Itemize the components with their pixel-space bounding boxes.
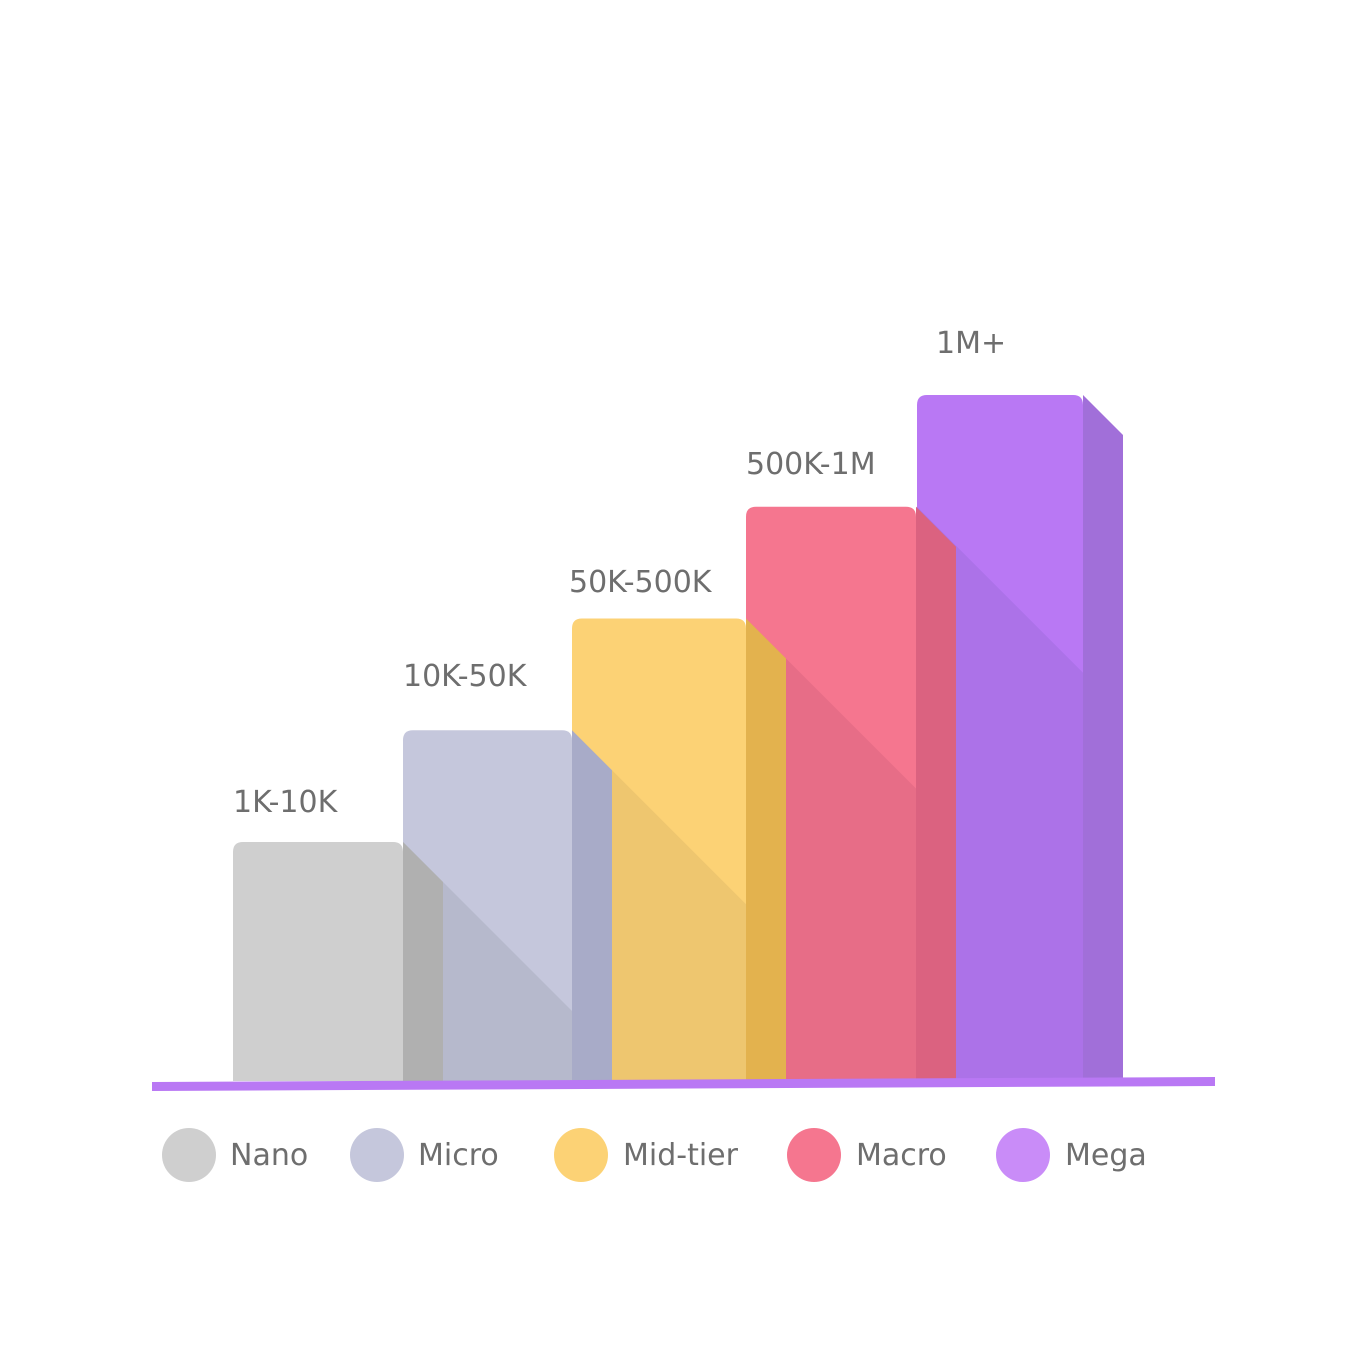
bar-shade bbox=[917, 506, 1083, 1081]
bar-side-overlay bbox=[916, 506, 956, 1081]
bar-side-overlay bbox=[572, 730, 612, 1081]
legend-swatch bbox=[162, 1128, 216, 1182]
legend-item-nano: Nano bbox=[162, 1128, 308, 1182]
bar-side-overlay bbox=[746, 618, 786, 1081]
legend-swatch bbox=[350, 1128, 404, 1182]
bar-side-overlay bbox=[403, 842, 443, 1081]
legend-item-mid-tier: Mid-tier bbox=[554, 1128, 739, 1182]
bar-label: 50K-500K bbox=[569, 565, 713, 600]
legend-label: Nano bbox=[230, 1138, 308, 1173]
bar-front bbox=[233, 842, 403, 1081]
legend-label: Mega bbox=[1065, 1138, 1147, 1173]
legend-label: Macro bbox=[856, 1138, 947, 1173]
bar-label: 1M+ bbox=[936, 326, 1006, 361]
legend-label: Mid-tier bbox=[623, 1138, 739, 1173]
bars bbox=[233, 395, 1123, 1081]
legend-label: Micro bbox=[418, 1138, 499, 1173]
legend-item-mega: Mega bbox=[996, 1128, 1147, 1182]
bar-mega bbox=[917, 395, 1123, 1081]
bar-shade bbox=[746, 618, 916, 1081]
legend-item-macro: Macro bbox=[787, 1128, 947, 1182]
bar-labels: 1K-10K 10K-50K 50K-500K 500K-1M 1M+ bbox=[233, 326, 1006, 820]
legend-item-micro: Micro bbox=[350, 1128, 499, 1182]
bar-label: 10K-50K bbox=[403, 659, 528, 694]
bar-label: 500K-1M bbox=[746, 447, 876, 482]
bar-side bbox=[1083, 395, 1123, 1081]
bar-label: 1K-10K bbox=[233, 785, 339, 820]
legend: Nano Micro Mid-tier Macro Mega bbox=[162, 1128, 1147, 1182]
bar-shade bbox=[572, 730, 746, 1081]
legend-swatch bbox=[787, 1128, 841, 1182]
legend-swatch bbox=[554, 1128, 608, 1182]
bar-shade bbox=[403, 842, 572, 1081]
x-axis-baseline bbox=[152, 1077, 1215, 1091]
legend-swatch bbox=[996, 1128, 1050, 1182]
